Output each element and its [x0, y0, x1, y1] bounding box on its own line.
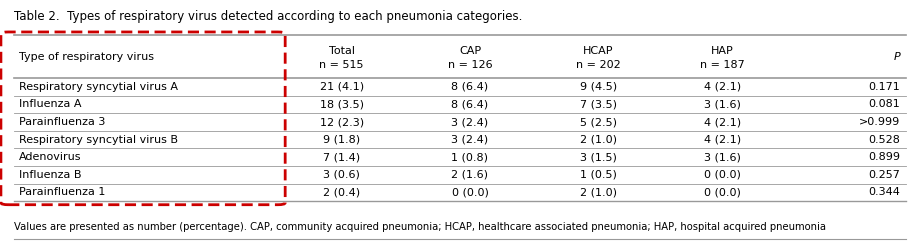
Text: 5 (2.5): 5 (2.5)	[580, 117, 617, 127]
Text: 1 (0.8): 1 (0.8)	[451, 152, 489, 162]
Text: HAP: HAP	[711, 46, 734, 56]
Text: 2 (1.0): 2 (1.0)	[580, 135, 617, 145]
Text: 4 (2.1): 4 (2.1)	[703, 135, 741, 145]
Text: Parainfluenza 3: Parainfluenza 3	[19, 117, 105, 127]
Text: 7 (1.4): 7 (1.4)	[323, 152, 360, 162]
Text: Adenovirus: Adenovirus	[19, 152, 82, 162]
Text: Values are presented as number (percentage). CAP, community acquired pneumonia; : Values are presented as number (percenta…	[14, 222, 825, 232]
Text: 4 (2.1): 4 (2.1)	[703, 82, 741, 92]
Text: Respiratory syncytial virus B: Respiratory syncytial virus B	[19, 135, 178, 145]
Text: Table 2.  Types of respiratory virus detected according to each pneumonia catego: Table 2. Types of respiratory virus dete…	[14, 10, 522, 23]
Text: 3 (2.4): 3 (2.4)	[451, 117, 489, 127]
Text: 3 (2.4): 3 (2.4)	[451, 135, 489, 145]
Text: 2 (0.4): 2 (0.4)	[323, 187, 360, 197]
Text: 2 (1.6): 2 (1.6)	[451, 170, 489, 180]
Text: 0.257: 0.257	[868, 170, 900, 180]
Text: >0.999: >0.999	[859, 117, 900, 127]
Text: 0 (0.0): 0 (0.0)	[451, 187, 489, 197]
Text: 0.081: 0.081	[868, 100, 900, 110]
Text: Type of respiratory virus: Type of respiratory virus	[19, 52, 154, 62]
Text: 7 (3.5): 7 (3.5)	[580, 100, 617, 110]
Text: Influenza A: Influenza A	[19, 100, 82, 110]
Text: 1 (0.5): 1 (0.5)	[580, 170, 617, 180]
Text: 12 (2.3): 12 (2.3)	[319, 117, 364, 127]
Text: 4 (2.1): 4 (2.1)	[703, 117, 741, 127]
Text: 8 (6.4): 8 (6.4)	[451, 82, 489, 92]
Text: 9 (1.8): 9 (1.8)	[323, 135, 360, 145]
Text: Influenza B: Influenza B	[19, 170, 82, 180]
Text: 8 (6.4): 8 (6.4)	[451, 100, 489, 110]
Text: 3 (1.6): 3 (1.6)	[703, 152, 741, 162]
Text: n = 515: n = 515	[319, 60, 364, 70]
Text: 9 (4.5): 9 (4.5)	[580, 82, 617, 92]
Text: n = 202: n = 202	[576, 60, 621, 70]
Text: Total: Total	[328, 46, 355, 56]
Text: 2 (1.0): 2 (1.0)	[580, 187, 617, 197]
Text: 0.171: 0.171	[868, 82, 900, 92]
Text: Respiratory syncytial virus A: Respiratory syncytial virus A	[19, 82, 178, 92]
Text: 3 (1.5): 3 (1.5)	[580, 152, 617, 162]
Text: 0.528: 0.528	[868, 135, 900, 145]
Text: 3 (1.6): 3 (1.6)	[703, 100, 741, 110]
Text: 0.899: 0.899	[868, 152, 900, 162]
Text: 18 (3.5): 18 (3.5)	[320, 100, 363, 110]
Text: HCAP: HCAP	[583, 46, 613, 56]
Text: 3 (0.6): 3 (0.6)	[323, 170, 360, 180]
Text: 21 (4.1): 21 (4.1)	[319, 82, 364, 92]
Text: 0 (0.0): 0 (0.0)	[703, 170, 741, 180]
Text: n = 187: n = 187	[700, 60, 745, 70]
Text: CAP: CAP	[458, 46, 481, 56]
Text: 0 (0.0): 0 (0.0)	[703, 187, 741, 197]
Text: P: P	[894, 52, 900, 62]
Text: 0.344: 0.344	[868, 187, 900, 197]
Text: n = 126: n = 126	[447, 60, 492, 70]
Text: Parainfluenza 1: Parainfluenza 1	[19, 187, 105, 197]
